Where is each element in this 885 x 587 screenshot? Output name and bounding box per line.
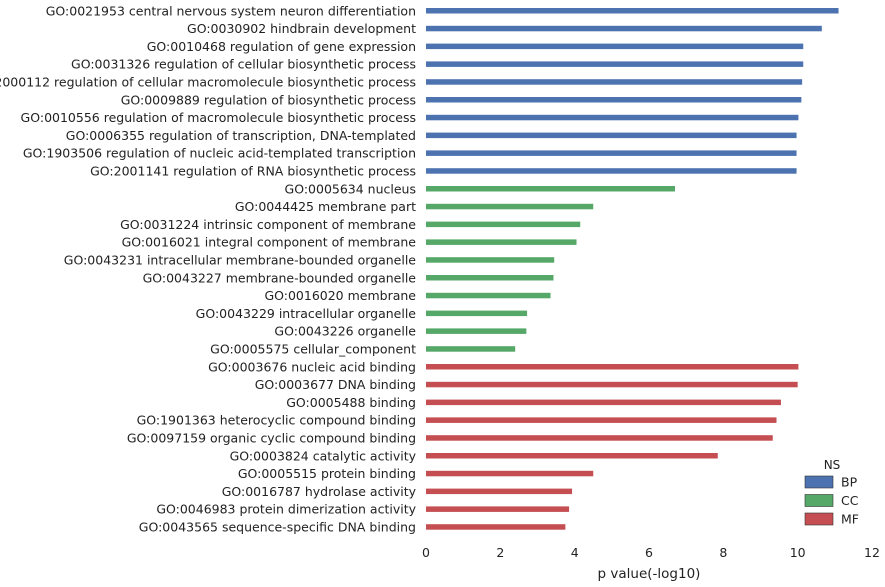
bar-cc (426, 328, 527, 334)
bar-bp (426, 97, 802, 103)
bar-bp (426, 43, 804, 50)
bar-cc (426, 275, 554, 281)
category-labels-group: GO:0021953 central nervous system neuron… (0, 3, 417, 534)
category-label: GO:0030902 hindbrain development (187, 21, 416, 36)
category-label: GO:0046983 protein dimerization activity (156, 502, 416, 517)
category-label: GO:0003824 catalytic activity (230, 448, 417, 463)
bar-cc (426, 221, 581, 228)
x-tick-label: 2 (496, 545, 504, 560)
category-label: GO:0031224 intrinsic component of membra… (120, 217, 416, 232)
x-tick-label: 4 (571, 545, 579, 560)
category-label: GO:0097159 organic cyclic compound bindi… (127, 430, 416, 445)
bar-bp (426, 168, 797, 174)
bar-mf (426, 435, 773, 441)
bar-mf (426, 381, 798, 388)
bar-bp (426, 132, 797, 139)
category-label: GO:0043231 intracellular membrane-bounde… (64, 252, 417, 267)
bar-cc (426, 186, 676, 192)
category-label: GO:0043226 organelle (274, 324, 416, 339)
x-tick-label: 0 (422, 545, 430, 560)
category-label: GO:0043229 intracellular organelle (196, 306, 417, 321)
category-label: GO:0003677 DNA binding (255, 377, 416, 392)
legend-label-mf: MF (841, 512, 859, 527)
category-label: GO:0016021 integral component of membran… (122, 235, 417, 250)
bar-mf (426, 399, 781, 406)
bar-mf (426, 488, 573, 495)
bars-group (426, 8, 839, 530)
x-tick-label: 6 (645, 545, 653, 560)
category-label: GO:2001141 regulation of RNA biosyntheti… (90, 163, 416, 178)
x-tick-label: 12 (864, 545, 880, 560)
category-label: GO:0044425 membrane part (235, 199, 416, 214)
category-label: GO:0021953 central nervous system neuron… (46, 3, 416, 18)
bar-bp (426, 150, 797, 156)
bar-cc (426, 257, 555, 263)
legend: NS BP CC MF (804, 458, 859, 527)
bar-mf (426, 417, 777, 423)
category-label: GO:0031326 regulation of cellular biosyn… (71, 57, 416, 72)
legend-swatch-mf (804, 512, 834, 526)
category-label: GO:0003676 nucleic acid binding (208, 359, 416, 374)
category-label: GO:0005488 binding (286, 395, 416, 410)
bar-mf (426, 470, 594, 477)
bar-mf (426, 364, 799, 370)
category-label: GO:0016020 membrane (264, 288, 416, 303)
category-label: GO:0005634 nucleus (285, 181, 416, 196)
category-label: GO:0016787 hydrolase activity (222, 484, 417, 499)
category-label: GO:2000112 regulation of cellular macrom… (0, 74, 416, 89)
bar-bp (426, 8, 839, 14)
category-label: GO:0010468 regulation of gene expression (147, 39, 416, 54)
category-label: GO:0043227 membrane-bounded organelle (143, 270, 417, 285)
x-axis-ticks-group: 0 2 4 6 8 10 12 (422, 545, 880, 560)
x-tick-label: 10 (790, 545, 806, 560)
legend-label-cc: CC (841, 493, 859, 508)
bar-cc (426, 346, 516, 352)
bar-bp (426, 114, 799, 121)
category-label: GO:0006355 regulation of transcription, … (66, 128, 416, 143)
category-label: GO:1903506 regulation of nucleic acid-te… (23, 146, 416, 161)
bar-bp (426, 61, 804, 67)
bar-mf (426, 453, 718, 459)
legend-label-bp: BP (841, 475, 858, 490)
bar-mf (426, 506, 570, 512)
legend-title: NS (824, 458, 841, 472)
x-axis-title: p value(-log10) (598, 566, 701, 582)
category-label: GO:1901363 heterocyclic compound binding (137, 413, 416, 428)
bar-cc (426, 203, 594, 210)
category-label: GO:0043565 sequence-specific DNA binding (139, 519, 416, 534)
legend-swatch-cc (804, 494, 834, 507)
category-label: GO:0005515 protein binding (238, 466, 416, 481)
category-label: GO:0005575 cellular_component (210, 341, 416, 356)
bar-cc (426, 292, 551, 299)
bar-cc (426, 310, 528, 317)
x-tick-label: 8 (719, 545, 727, 560)
bar-cc (426, 239, 577, 245)
bar-bp (426, 79, 803, 85)
bar-bp (426, 25, 822, 32)
legend-swatch-bp (804, 475, 834, 489)
category-label: GO:0010556 regulation of macromolecule b… (21, 110, 416, 125)
category-label: GO:0009889 regulation of biosynthetic pr… (121, 92, 416, 107)
bar-mf (426, 524, 566, 530)
